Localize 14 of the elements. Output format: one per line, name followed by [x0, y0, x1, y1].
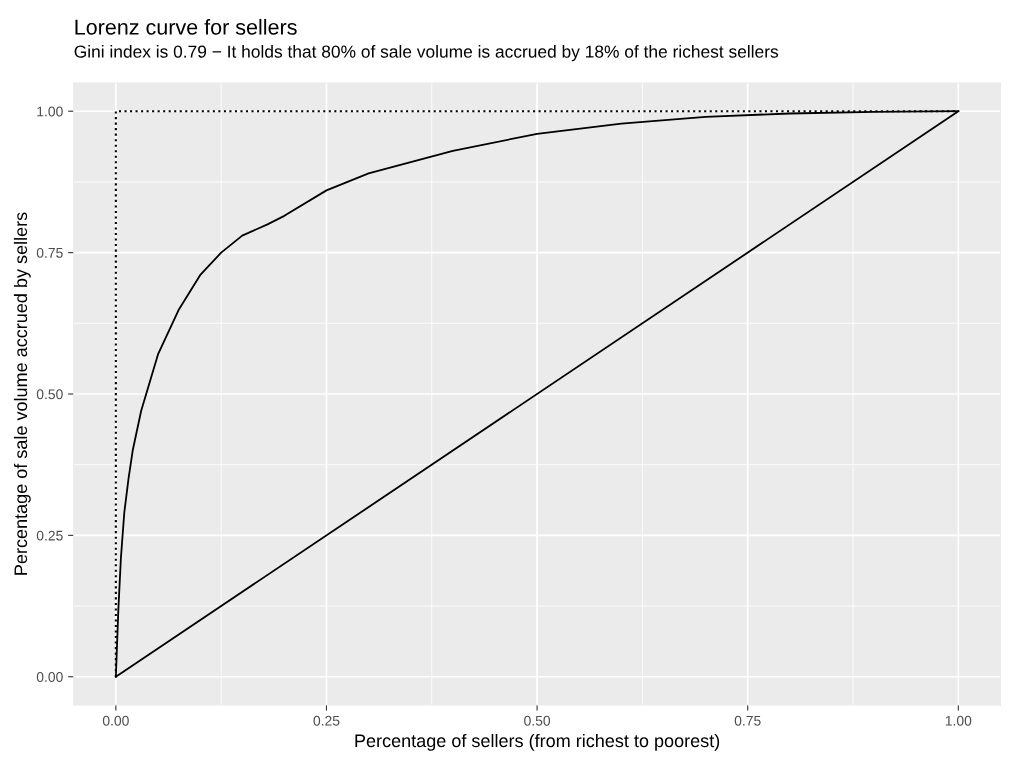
- x-tick-label: 0.25: [313, 715, 340, 726]
- x-tick-label: 0.50: [524, 715, 551, 726]
- y-tick-label: 1.00: [37, 106, 63, 117]
- y-tick-label: 0.00: [36, 672, 63, 682]
- chart-title: Lorenz curve for sellers: [75, 18, 297, 35]
- x-tick-label: 1.00: [945, 715, 972, 726]
- y-tick-label: 0.25: [36, 530, 63, 541]
- x-tick-label: 0.00: [102, 715, 129, 726]
- x-tick-label: 0.75: [734, 715, 761, 726]
- y-axis-title: Percentage of sale volume accrued by sellers: [13, 212, 31, 575]
- y-tick-label: 0.75: [36, 247, 63, 258]
- chart-subtitle: Gini index is 0.79 − It holds that 80% of sale volume is accrued by 18% of the richest sellers: [74, 45, 779, 62]
- x-axis-title: Percentage of sellers (from richest to poorest): [355, 733, 720, 751]
- y-tick-label: 0.50: [36, 389, 63, 400]
